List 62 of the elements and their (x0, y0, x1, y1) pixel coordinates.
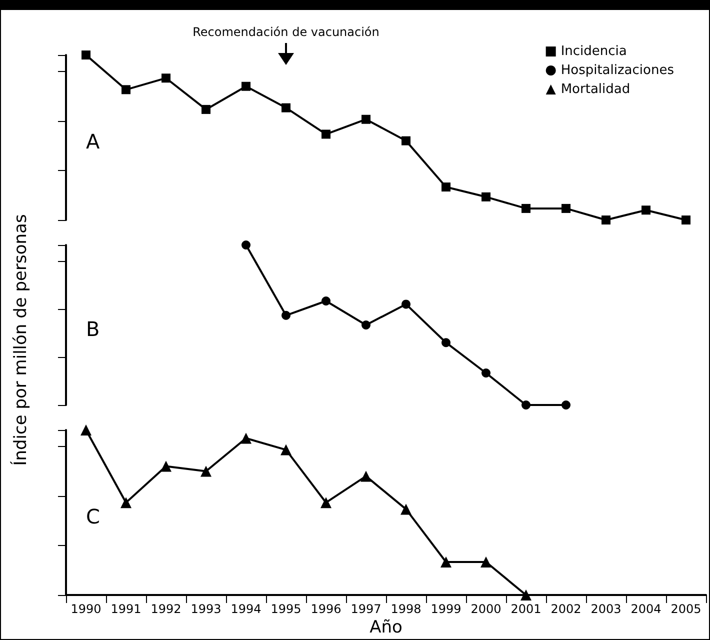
point (280, 444, 292, 456)
point (520, 590, 532, 600)
legend-label: Incidencia (560, 44, 627, 59)
x-tick-label: 2002 (550, 602, 582, 616)
text: Recomendación de vacunación (192, 25, 380, 39)
point (482, 368, 490, 378)
x-tick-label: 2000 (470, 602, 502, 616)
point (80, 424, 92, 436)
x-tick-label: 2001 (510, 602, 542, 616)
point (522, 204, 530, 213)
text: Hospitalizaciones (560, 63, 674, 78)
text: Mortalidad (560, 82, 630, 97)
point (440, 556, 452, 568)
point (200, 466, 212, 477)
x-tick-label: 2004 (630, 602, 662, 616)
x-tick-label: 1993 (190, 602, 222, 616)
x-tick-label: 1995 (270, 602, 302, 616)
point (362, 320, 370, 330)
point (360, 470, 372, 482)
x-tick-label: 1997 (350, 602, 382, 616)
point (522, 400, 530, 410)
x-tick-label: 2003 (590, 602, 622, 616)
annotation: B (86, 317, 100, 341)
point (642, 206, 650, 215)
point (322, 130, 330, 139)
point (122, 85, 130, 94)
point (282, 103, 290, 112)
x-tick-label: 1994 (230, 602, 262, 616)
point (322, 296, 330, 306)
point (442, 338, 450, 348)
point (562, 400, 570, 410)
point (120, 497, 132, 508)
point (362, 114, 370, 124)
point (240, 432, 252, 444)
point (242, 240, 250, 250)
point (82, 50, 90, 60)
point (402, 300, 410, 309)
point (160, 460, 172, 472)
point (282, 310, 290, 320)
point (202, 104, 210, 114)
x-tick-label: 1991 (110, 602, 142, 616)
point (320, 497, 332, 508)
point (682, 216, 690, 224)
point (562, 204, 570, 213)
point (400, 504, 412, 515)
annotation: A (86, 130, 100, 154)
y-axis-title: Índice por millón de personas (10, 214, 31, 466)
point (442, 182, 450, 192)
x-tick-label: 1999 (430, 602, 462, 616)
point (242, 82, 250, 91)
x-tick-label: 1996 (310, 602, 342, 616)
x-tick-label: 2005 (670, 602, 702, 616)
point (480, 556, 492, 568)
point (162, 74, 170, 83)
annotation: C (86, 504, 100, 528)
x-tick-label: 1998 (390, 602, 422, 616)
point (602, 216, 610, 224)
x-tick-label: 1992 (150, 602, 182, 616)
point (402, 136, 410, 146)
x-axis-title: Año (370, 618, 402, 638)
x-tick-label: 1990 (70, 602, 102, 616)
point (482, 192, 490, 202)
